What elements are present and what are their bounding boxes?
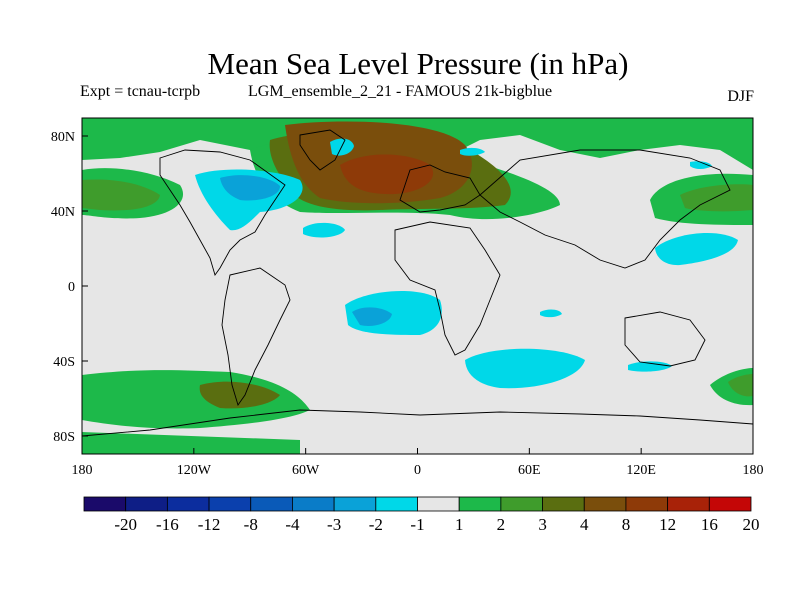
lon-tick-label: 180	[743, 463, 764, 478]
coastlines	[81, 129, 754, 437]
colorbar: -20 -16 -12 -8 -4 -3 -2 -1 1 2 3 4 8 12 16 20	[83, 496, 760, 534]
east-australia-cyan	[628, 361, 672, 372]
axis-ticks: 80N 40N 0 40S 80S 180 120W 60W 0 60E 120E 180	[51, 130, 764, 478]
arctic-cyan-patch-east	[460, 147, 485, 156]
lon-tick-label: 120E	[626, 463, 656, 478]
colorbar-swatch	[583, 496, 627, 512]
lon-tick-label: 180	[72, 463, 93, 478]
colorbar-swatch	[333, 496, 377, 512]
lat-tick-label: 80N	[51, 130, 75, 145]
colorbar-swatch	[166, 496, 210, 512]
lon-tick-label: 60E	[518, 463, 541, 478]
colorbar-label: 1	[455, 515, 464, 534]
coastline-south-america	[221, 267, 291, 407]
lat-tick-label: 40S	[53, 355, 75, 370]
coastline-australia	[624, 311, 706, 367]
coastline-greenland	[299, 129, 346, 171]
lon-tick-label: 0	[414, 463, 421, 478]
lon-tick-label: 120W	[177, 463, 212, 478]
colorbar-label: 8	[622, 515, 631, 534]
model-label: LGM_ensemble_2_21 - FAMOUS 21k-bigblue	[248, 83, 553, 100]
siberia-cyan-patch	[690, 161, 712, 169]
coastline-antarctica	[81, 409, 754, 437]
colorbar-swatch	[708, 496, 752, 512]
colorbar-label: -16	[156, 515, 179, 534]
antarctic-green-band	[82, 432, 300, 454]
coastline-asia	[479, 149, 731, 269]
east-asia-dark-green	[680, 184, 753, 212]
colorbar-swatch	[542, 496, 585, 512]
indian-ocean-cyan	[465, 348, 585, 389]
southern-ocean-dark-green	[199, 381, 280, 409]
indian-ocean-small-cyan	[540, 309, 562, 318]
colorbar-swatch	[458, 496, 502, 512]
north-atlantic-red-core	[340, 154, 434, 195]
colorbar-label: 12	[659, 515, 676, 534]
colorbar-swatch	[250, 496, 293, 512]
coastline-africa	[394, 221, 501, 356]
colorbar-label: -3	[327, 515, 341, 534]
colorbar-label: 16	[701, 515, 718, 534]
atlantic-cyan-patch	[303, 222, 345, 238]
south-atlantic-blue-core	[352, 307, 392, 326]
north-america-blue-core	[220, 175, 280, 201]
season-label: DJF	[727, 88, 754, 105]
chart-title: Mean Sea Level Pressure (in hPa)	[207, 46, 629, 81]
colorbar-label: -4	[285, 515, 300, 534]
colorbar-swatch	[417, 496, 460, 512]
map-field	[82, 118, 753, 454]
north-pacific-west-dark	[82, 179, 160, 211]
colorbar-swatch	[125, 496, 168, 512]
coastline-europe	[399, 164, 481, 213]
colorbar-label: -2	[369, 515, 383, 534]
colorbar-swatch	[375, 496, 418, 512]
colorbar-label: -1	[410, 515, 424, 534]
colorbar-swatch	[208, 496, 252, 512]
colorbar-label: 3	[538, 515, 547, 534]
colorbar-label: 20	[743, 515, 760, 534]
lat-tick-label: 40N	[51, 205, 75, 220]
colorbar-swatch	[292, 496, 335, 512]
colorbar-swatch	[625, 496, 669, 512]
colorbar-label: 4	[580, 515, 589, 534]
colorbar-label: -12	[198, 515, 221, 534]
colorbar-label: -20	[114, 515, 137, 534]
colorbar-label: -8	[244, 515, 258, 534]
lat-tick-label: 0	[68, 280, 75, 295]
south-pacific-east-dark	[728, 374, 753, 397]
coastline-north-america	[159, 149, 286, 277]
arctic-cyan-patch	[330, 138, 354, 156]
west-pacific-cyan	[655, 233, 738, 266]
colorbar-swatch	[667, 496, 710, 512]
colorbar-swatch	[500, 496, 543, 512]
lat-tick-label: 80S	[53, 430, 75, 445]
lon-tick-label: 60W	[292, 463, 320, 478]
colorbar-swatch	[83, 496, 127, 512]
colorbar-label: 2	[497, 515, 506, 534]
experiment-label: Expt = tcnau-tcrpb	[80, 83, 201, 100]
